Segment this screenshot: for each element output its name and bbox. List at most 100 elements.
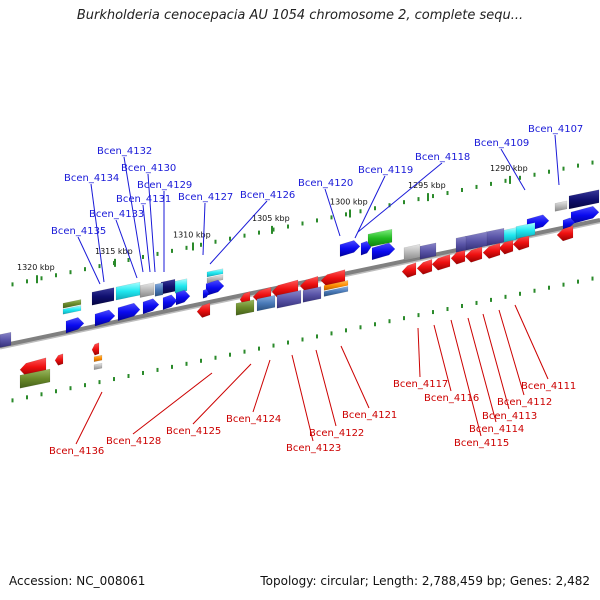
leader-line <box>315 349 337 427</box>
gene-feature[interactable] <box>62 305 82 315</box>
gene-label[interactable]: Bcen_4136 <box>49 446 104 457</box>
gene-label[interactable]: Bcen_4116 <box>424 393 479 404</box>
gene-feature[interactable] <box>256 294 276 312</box>
gene-label[interactable]: Bcen_4114 <box>469 424 524 435</box>
gene-feature[interactable] <box>339 240 361 257</box>
tick-label: 1305 kbp <box>252 214 290 223</box>
gene-label[interactable]: Bcen_4128 <box>106 436 161 447</box>
gene-feature[interactable] <box>482 242 501 259</box>
gene-label[interactable]: Bcen_4132 <box>97 146 152 157</box>
gene-feature[interactable] <box>371 242 396 261</box>
gene-feature[interactable] <box>175 289 191 306</box>
gene-feature[interactable] <box>91 342 100 356</box>
gene-feature[interactable] <box>19 368 51 389</box>
gene-label[interactable]: Bcen_4107 <box>528 124 583 135</box>
gene-label[interactable]: Bcen_4125 <box>166 426 221 437</box>
leader-line <box>202 202 206 256</box>
gene-label[interactable]: Bcen_4123 <box>286 443 341 454</box>
gene-feature[interactable] <box>162 294 178 311</box>
gene-feature[interactable] <box>202 288 210 299</box>
gene-label[interactable]: Bcen_4135 <box>51 226 106 237</box>
leader-line <box>291 354 314 442</box>
gene-label[interactable]: Bcen_4117 <box>393 379 448 390</box>
leader-line <box>354 175 386 239</box>
gene-feature[interactable] <box>117 302 141 322</box>
gene-feature[interactable] <box>94 309 116 327</box>
gene-feature[interactable] <box>235 299 255 316</box>
gene-feature[interactable] <box>403 243 421 262</box>
leader-line <box>209 200 268 265</box>
tick-label: 1320 kbp <box>17 263 55 272</box>
tick-label: 1310 kbp <box>173 230 211 239</box>
leader-line <box>467 317 497 423</box>
scale-ticks: 1290 kbp 1295 kbp 1300 kbp 1305 kbp 1310 kbp… <box>11 160 594 403</box>
leader-line <box>433 324 452 392</box>
leader-line <box>514 304 549 380</box>
leader-line <box>498 309 525 396</box>
leader-line <box>554 134 560 186</box>
gene-label[interactable]: Bcen_4109 <box>474 138 529 149</box>
gene-label[interactable]: Bcen_4134 <box>64 173 119 184</box>
gene-feature[interactable] <box>206 274 224 284</box>
gene-label[interactable]: Bcen_4121 <box>342 410 397 421</box>
gene-label[interactable]: Bcen_4131 <box>116 194 171 205</box>
gene-feature[interactable] <box>115 281 141 301</box>
gene-feature[interactable] <box>276 289 302 309</box>
gene-label[interactable]: Bcen_4129 <box>137 180 192 191</box>
gene-feature[interactable] <box>556 225 574 242</box>
leader-line <box>142 204 151 273</box>
leader-line <box>115 219 138 279</box>
leader-line <box>324 188 341 237</box>
gene-feature[interactable] <box>401 262 417 278</box>
gene-feature[interactable] <box>562 217 576 230</box>
gene-feature[interactable] <box>62 299 82 309</box>
gene-feature[interactable] <box>302 286 322 303</box>
gene-feature[interactable] <box>431 254 451 271</box>
gene-label[interactable]: Bcen_4124 <box>226 414 281 425</box>
gene-feature[interactable] <box>54 353 64 366</box>
gene-label[interactable]: Bcen_4126 <box>240 190 295 201</box>
gene-label[interactable]: Bcen_4115 <box>454 438 509 449</box>
gene-label[interactable]: Bcen_4133 <box>89 209 144 220</box>
leader-line <box>357 162 443 233</box>
gene-feature[interactable] <box>323 286 349 297</box>
gene-feature[interactable] <box>568 189 600 210</box>
sequence-title: Burkholderia cenocepacia AU 1054 chromos… <box>76 8 524 23</box>
gene-feature[interactable] <box>93 362 103 371</box>
tick-label: 1300 kbp <box>330 198 368 207</box>
accession-info: Accession: NC_008061 <box>9 574 146 588</box>
leader-line <box>340 345 370 409</box>
gene-feature[interactable] <box>554 200 568 212</box>
gene-feature[interactable] <box>323 280 349 291</box>
gene-feature[interactable] <box>142 298 160 315</box>
gene-feature[interactable] <box>206 268 224 278</box>
gene-feature[interactable] <box>360 240 372 256</box>
gene-feature[interactable] <box>65 317 85 334</box>
gene-label[interactable]: Bcen_4120 <box>298 178 353 189</box>
gene-feature[interactable] <box>91 287 115 306</box>
gene-label[interactable]: Bcen_4112 <box>497 397 552 408</box>
gene-feature[interactable] <box>0 331 12 348</box>
gene-label[interactable]: Bcen_4119 <box>358 165 413 176</box>
gene-feature[interactable] <box>196 302 211 318</box>
gene-feature[interactable] <box>93 354 103 363</box>
gene-feature[interactable] <box>154 282 164 297</box>
leader-line <box>147 173 156 273</box>
gene-label[interactable]: Bcen_4130 <box>121 163 176 174</box>
gene-label[interactable]: Bcen_4127 <box>178 192 233 203</box>
gene-features[interactable] <box>0 189 600 389</box>
leader-line <box>77 236 101 285</box>
leader-line <box>90 183 105 283</box>
tick-label: 1295 kbp <box>408 181 446 190</box>
gene-feature[interactable] <box>139 282 155 298</box>
gene-label[interactable]: Bcen_4122 <box>309 428 364 439</box>
gene-feature[interactable] <box>416 258 433 275</box>
gene-label[interactable]: Bcen_4113 <box>482 411 537 422</box>
gene-feature[interactable] <box>464 246 483 263</box>
gene-label[interactable]: Bcen_4118 <box>415 152 470 163</box>
gene-feature[interactable] <box>455 235 467 253</box>
gene-label[interactable]: Bcen_4111 <box>521 381 576 392</box>
